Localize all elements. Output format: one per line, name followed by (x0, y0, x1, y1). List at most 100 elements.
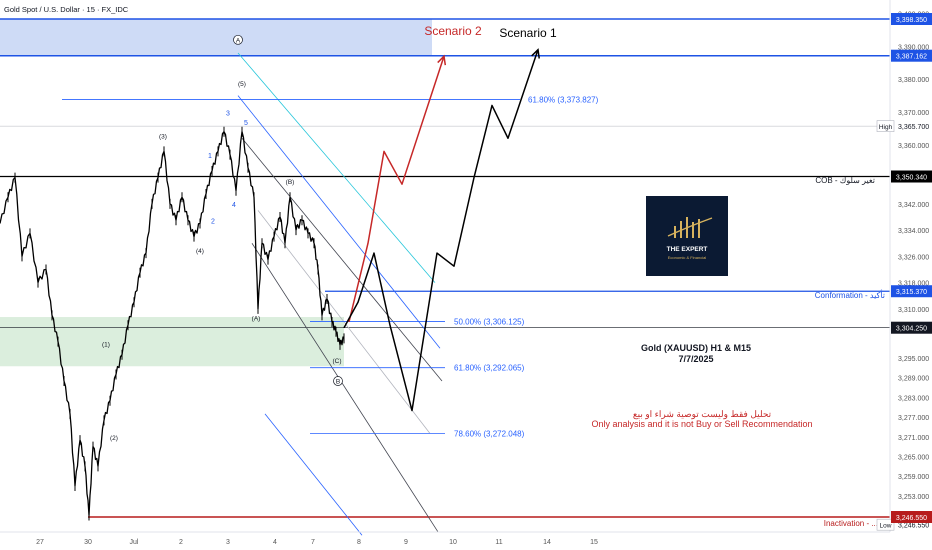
wave-label-12: 5 (244, 120, 248, 127)
y-tick-3: 3,370.000 (898, 110, 929, 117)
wave-label-0: (1) (102, 342, 110, 349)
y-tick-5: 3,342.000 (898, 202, 929, 209)
support-zone (0, 317, 344, 367)
channel-line-5 (264, 413, 363, 536)
fib-levels: 61.80% (3,373.827) 50.00% (3,306.125) 61.8… (62, 95, 599, 438)
logo-title: THE EXPERT (667, 246, 708, 253)
plain-tag-0: High (879, 124, 893, 131)
x-tick-2: Jul (130, 539, 139, 546)
x-tick-6: 7 (311, 539, 315, 546)
circle-label-bg-0 (233, 34, 243, 45)
price-badge-5: 3,246.550 (896, 515, 927, 522)
y-tick-13: 3,277.000 (898, 415, 929, 422)
price-badge-bg-5 (891, 511, 932, 523)
circle-label-1: B (336, 379, 340, 386)
fib-label-0: 61.80% (3,373.827) (528, 95, 599, 104)
channel-line-2 (241, 137, 443, 382)
fib-label-3: 78.60% (3,272.048) (454, 429, 525, 438)
wave-label-9: 2 (211, 219, 215, 226)
disclaimer-arabic: تحليل فقط وليست توصية شراء او بيع (633, 409, 772, 420)
x-tick-3: 2 (179, 539, 183, 546)
channel-lines (237, 52, 443, 536)
wave-label-11: 4 (232, 202, 236, 209)
plain-tag-bg-0 (876, 120, 895, 132)
wave-label-1: (2) (110, 435, 118, 442)
chart-title-line1: Gold (XAUUSD) H1 & M15 (641, 343, 751, 353)
x-tick-5: 4 (273, 539, 277, 546)
x-tick-10: 11 (495, 539, 502, 546)
price-axis[interactable]: 3,400.0003,390.0003,380.0003,370.0003,36… (876, 0, 932, 550)
scenario-1-label: Scenario 1 (499, 26, 557, 40)
price-badge-bg-1 (891, 49, 932, 62)
x-tick-0: 27 (36, 539, 44, 546)
zones (0, 19, 432, 367)
y-tick-9: 3,310.000 (898, 307, 929, 314)
scenario-2-label: Scenario 2 (424, 24, 482, 38)
price-badge-0: 3,398.350 (896, 17, 927, 24)
price-badge-bg-0 (891, 13, 932, 25)
y-tick-12: 3,283.000 (898, 395, 929, 402)
y-tick-17: 3,253.000 (898, 494, 929, 501)
logo-bars-icon (667, 217, 713, 238)
plain-tag-bg-1 (876, 518, 895, 531)
price-badge-2: 3,350.340 (896, 175, 927, 182)
wave-label-7: (C) (332, 358, 341, 365)
symbol-title: Gold Spot / U.S. Dollar · 15 · FX_IDC (4, 5, 129, 14)
price-axis-bg (890, 0, 932, 550)
scenario-paths (343, 48, 540, 412)
y-tick-10: 3,295.000 (898, 356, 929, 363)
price-badge-3: 3,315.370 (896, 289, 927, 296)
chart-title-line2: 7/7/2025 (678, 354, 713, 364)
wave-label-5: (A) (252, 315, 261, 322)
x-tick-11: 14 (543, 539, 551, 546)
target-zone (0, 19, 432, 56)
y-tick-15: 3,265.000 (898, 454, 929, 461)
conformation-label: Conformation - تأكيد (815, 289, 885, 300)
wave-label-10: 3 (226, 110, 230, 117)
wave-label-4: (5) (238, 81, 246, 88)
plain-tag-1: Low (880, 523, 892, 530)
time-axis[interactable]: 27 30 Jul 2 3 4 7 8 9 10 11 14 15 (0, 531, 890, 546)
price-badge-bg-4 (891, 321, 932, 334)
price-badge-bg-2 (891, 170, 932, 183)
x-tick-12: 15 (590, 539, 598, 546)
price-series (0, 126, 345, 521)
wave-label-6: (B) (286, 179, 295, 186)
plain-value-0: 3,365.700 (898, 124, 929, 131)
channel-line-4 (251, 243, 439, 533)
x-tick-7: 8 (357, 539, 361, 546)
y-tick-16: 3,259.000 (898, 474, 929, 481)
fib-label-2: 61.80% (3,292.065) (454, 364, 525, 373)
x-tick-1: 30 (84, 539, 92, 546)
y-tick-2: 3,380.000 (898, 77, 929, 84)
fib-label-1: 50.00% (3,306.125) (454, 318, 525, 327)
scenario-1-arrowhead (531, 48, 540, 59)
wave-label-2: (3) (159, 133, 167, 140)
cob-label: COB - تغير سلوك (815, 176, 875, 185)
wave-label-3: (4) (196, 248, 204, 255)
y-tick-1: 3,390.000 (898, 44, 929, 51)
logo: THE EXPERT Economic & Financial (646, 196, 728, 276)
y-tick-14: 3,271.000 (898, 435, 929, 442)
x-tick-4: 3 (226, 539, 230, 546)
logo-subtitle: Economic & Financial (668, 255, 707, 260)
x-tick-8: 9 (404, 539, 408, 546)
y-tick-4: 3,360.000 (898, 143, 929, 150)
inactivation-label: Inactivation - ... (824, 519, 878, 528)
price-badge-bg-3 (891, 285, 932, 298)
scenario-2-path (348, 56, 445, 323)
channel-line-1 (237, 95, 441, 349)
y-tick-8: 3,318.000 (898, 281, 929, 288)
channel-line-3 (257, 210, 431, 434)
scenario-2-arrowhead (437, 54, 447, 66)
y-tick-11: 3,289.000 (898, 376, 929, 383)
plain-value-1: 3,246.550 (898, 523, 929, 530)
wave-labels: (1)(2)(3)(4)(5)(A)(B)(C)12345ABC (102, 34, 343, 442)
circle-label-0: A (236, 37, 241, 44)
price-badge-4: 3,304.250 (896, 326, 927, 333)
horizontal-lines (0, 18, 890, 518)
wave-label-8: 1 (208, 153, 212, 160)
channel-line-0 (237, 52, 436, 283)
